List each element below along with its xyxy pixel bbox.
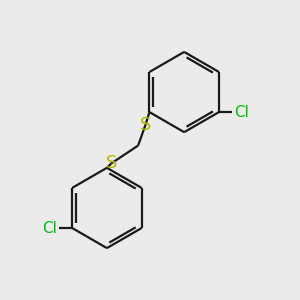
Text: Cl: Cl — [234, 105, 249, 120]
Text: S: S — [106, 154, 117, 172]
Text: S: S — [140, 116, 151, 134]
Text: Cl: Cl — [42, 220, 57, 236]
